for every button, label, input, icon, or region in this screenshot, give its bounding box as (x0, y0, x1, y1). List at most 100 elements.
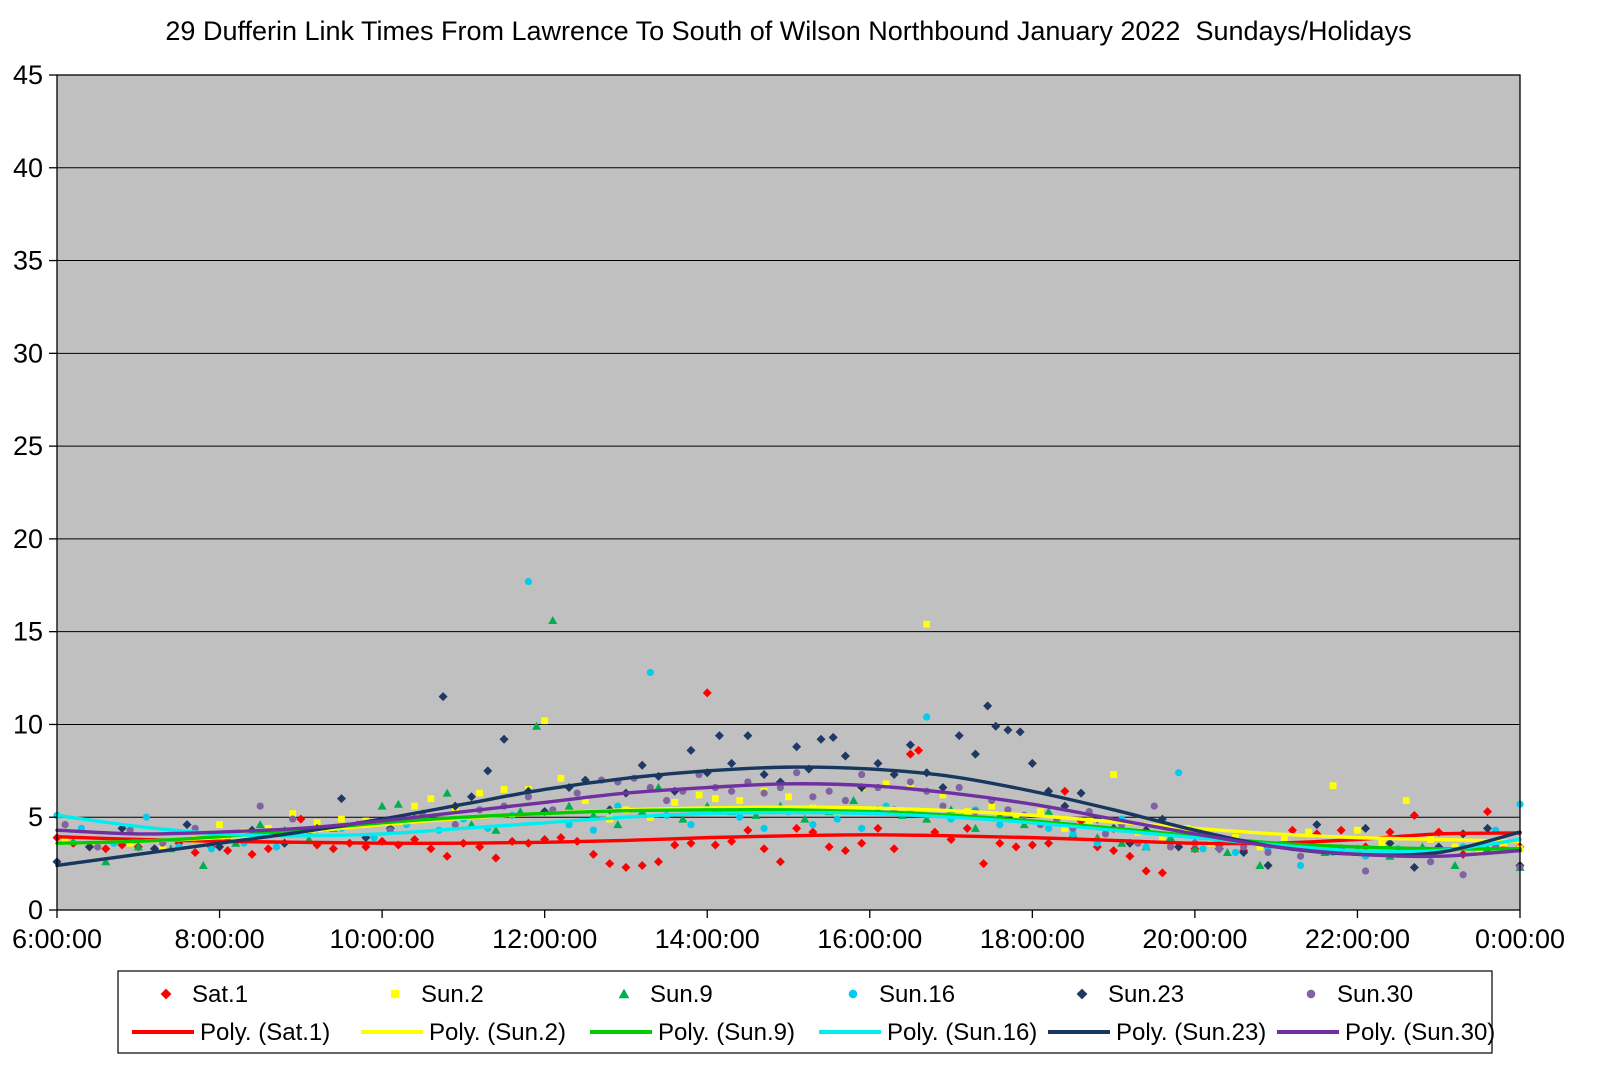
diamond-marker (1003, 725, 1013, 735)
square-marker (671, 798, 679, 806)
square-marker (61, 836, 69, 843)
legend-series-label: Sun.16 (879, 981, 955, 1008)
triangle-marker (613, 820, 623, 829)
square-marker (695, 791, 703, 799)
square-marker (1280, 836, 1288, 843)
triangle-marker (1255, 860, 1265, 869)
square-marker (1256, 843, 1264, 851)
diamond-marker (727, 836, 737, 846)
triangle-marker (751, 810, 761, 819)
circle-marker (728, 787, 736, 795)
circle-marker (809, 793, 817, 801)
circle-marker (662, 796, 671, 805)
circle-marker (776, 783, 784, 792)
diamond-marker (1239, 847, 1249, 857)
circle-marker (272, 843, 281, 851)
square-marker (159, 843, 167, 851)
legend-trend-label: Poly. (Sat.1) (200, 1019, 330, 1046)
y-tick-label: 10 (13, 709, 43, 739)
triangle-marker (377, 801, 387, 810)
diamond-marker (759, 770, 769, 780)
diamond-marker (816, 734, 826, 744)
triangle-marker (1117, 838, 1127, 847)
diamond-marker (1011, 842, 1021, 852)
diamond-marker (889, 844, 899, 854)
legend-series-label: Sat.1 (192, 981, 248, 1008)
triangle-marker (1166, 833, 1176, 842)
circle-marker (94, 843, 102, 851)
diamond-marker (328, 844, 338, 854)
circle-marker (614, 802, 622, 810)
circle-marker (1150, 802, 1158, 810)
triangle-marker (970, 823, 980, 832)
triangle-marker (198, 860, 208, 869)
y-tick-label: 35 (13, 246, 43, 276)
diamond-marker (727, 758, 737, 768)
diamond-marker (1385, 838, 1395, 848)
diamond-marker (905, 740, 915, 750)
diamond-marker (263, 844, 273, 854)
diamond-marker (1027, 758, 1037, 768)
x-tick-label: 6:00:00 (12, 924, 102, 954)
trend-line-Sun.9 (55, 807, 1522, 851)
circle-marker (289, 815, 297, 823)
x-tick-label: 0:00:00 (1475, 924, 1565, 954)
diamond-marker (991, 721, 1001, 731)
circle-marker (809, 821, 817, 829)
circle-marker (996, 821, 1004, 829)
circle-marker (451, 821, 459, 829)
diamond-marker (1312, 820, 1322, 830)
square-marker (1378, 839, 1386, 847)
diamond-marker (296, 814, 306, 824)
y-tick-label: 30 (13, 338, 43, 368)
square-marker (427, 795, 435, 803)
diamond-marker (792, 742, 802, 752)
legend-entry-poly-Sun.2: Poly. (Sun.2) (361, 1019, 566, 1046)
square-marker (939, 791, 947, 799)
triangle-marker (1019, 820, 1029, 829)
legend-trend-label: Poly. (Sun.30) (1345, 1019, 1495, 1046)
square-marker (264, 824, 272, 832)
square-marker (1037, 808, 1044, 816)
series-points-Sat.1 (52, 688, 1525, 878)
triangle-marker (1450, 860, 1460, 869)
triangle-marker (442, 788, 452, 797)
diamond-marker (1361, 823, 1371, 833)
diamond-marker (995, 838, 1005, 848)
triangle-marker (133, 842, 143, 851)
circle-marker (825, 787, 833, 795)
legend-entry-Sun.30: Sun.30 (1306, 981, 1413, 1008)
legend-trend-label: Poly. (Sun.23) (1116, 1019, 1266, 1046)
diamond-marker (483, 766, 493, 776)
triangle-marker (255, 820, 265, 829)
circle-marker (1199, 845, 1207, 853)
diamond-marker (1385, 827, 1395, 837)
legend-entry-Sat.1: Sat.1 (160, 981, 248, 1008)
triangle-marker (1190, 844, 1200, 853)
diamond-marker (556, 833, 566, 843)
diamond-marker (588, 849, 598, 859)
circle-marker (1306, 989, 1316, 999)
circle-marker (833, 815, 841, 823)
trend-line-Sun.30 (55, 782, 1522, 859)
square-marker (1110, 771, 1118, 778)
diamond-marker (824, 842, 834, 852)
y-tick-label: 20 (13, 524, 43, 554)
diamond-marker (190, 847, 200, 857)
circle-marker (1296, 852, 1305, 860)
y-tick-label: 40 (13, 153, 43, 183)
legend-series-label: Sun.30 (1337, 981, 1413, 1008)
diamond-marker (938, 783, 948, 793)
diamond-marker (85, 842, 95, 852)
triangle-marker (678, 814, 688, 823)
legend-entry-poly-Sat.1: Poly. (Sat.1) (132, 1019, 330, 1046)
square-marker (541, 717, 549, 725)
diamond-marker (670, 840, 680, 850)
circle-marker (646, 668, 654, 677)
diamond-marker (873, 758, 883, 768)
diamond-marker (1482, 807, 1492, 817)
diamond-marker (686, 745, 696, 755)
diamond-marker (1263, 860, 1273, 870)
triangle-marker (532, 721, 542, 730)
